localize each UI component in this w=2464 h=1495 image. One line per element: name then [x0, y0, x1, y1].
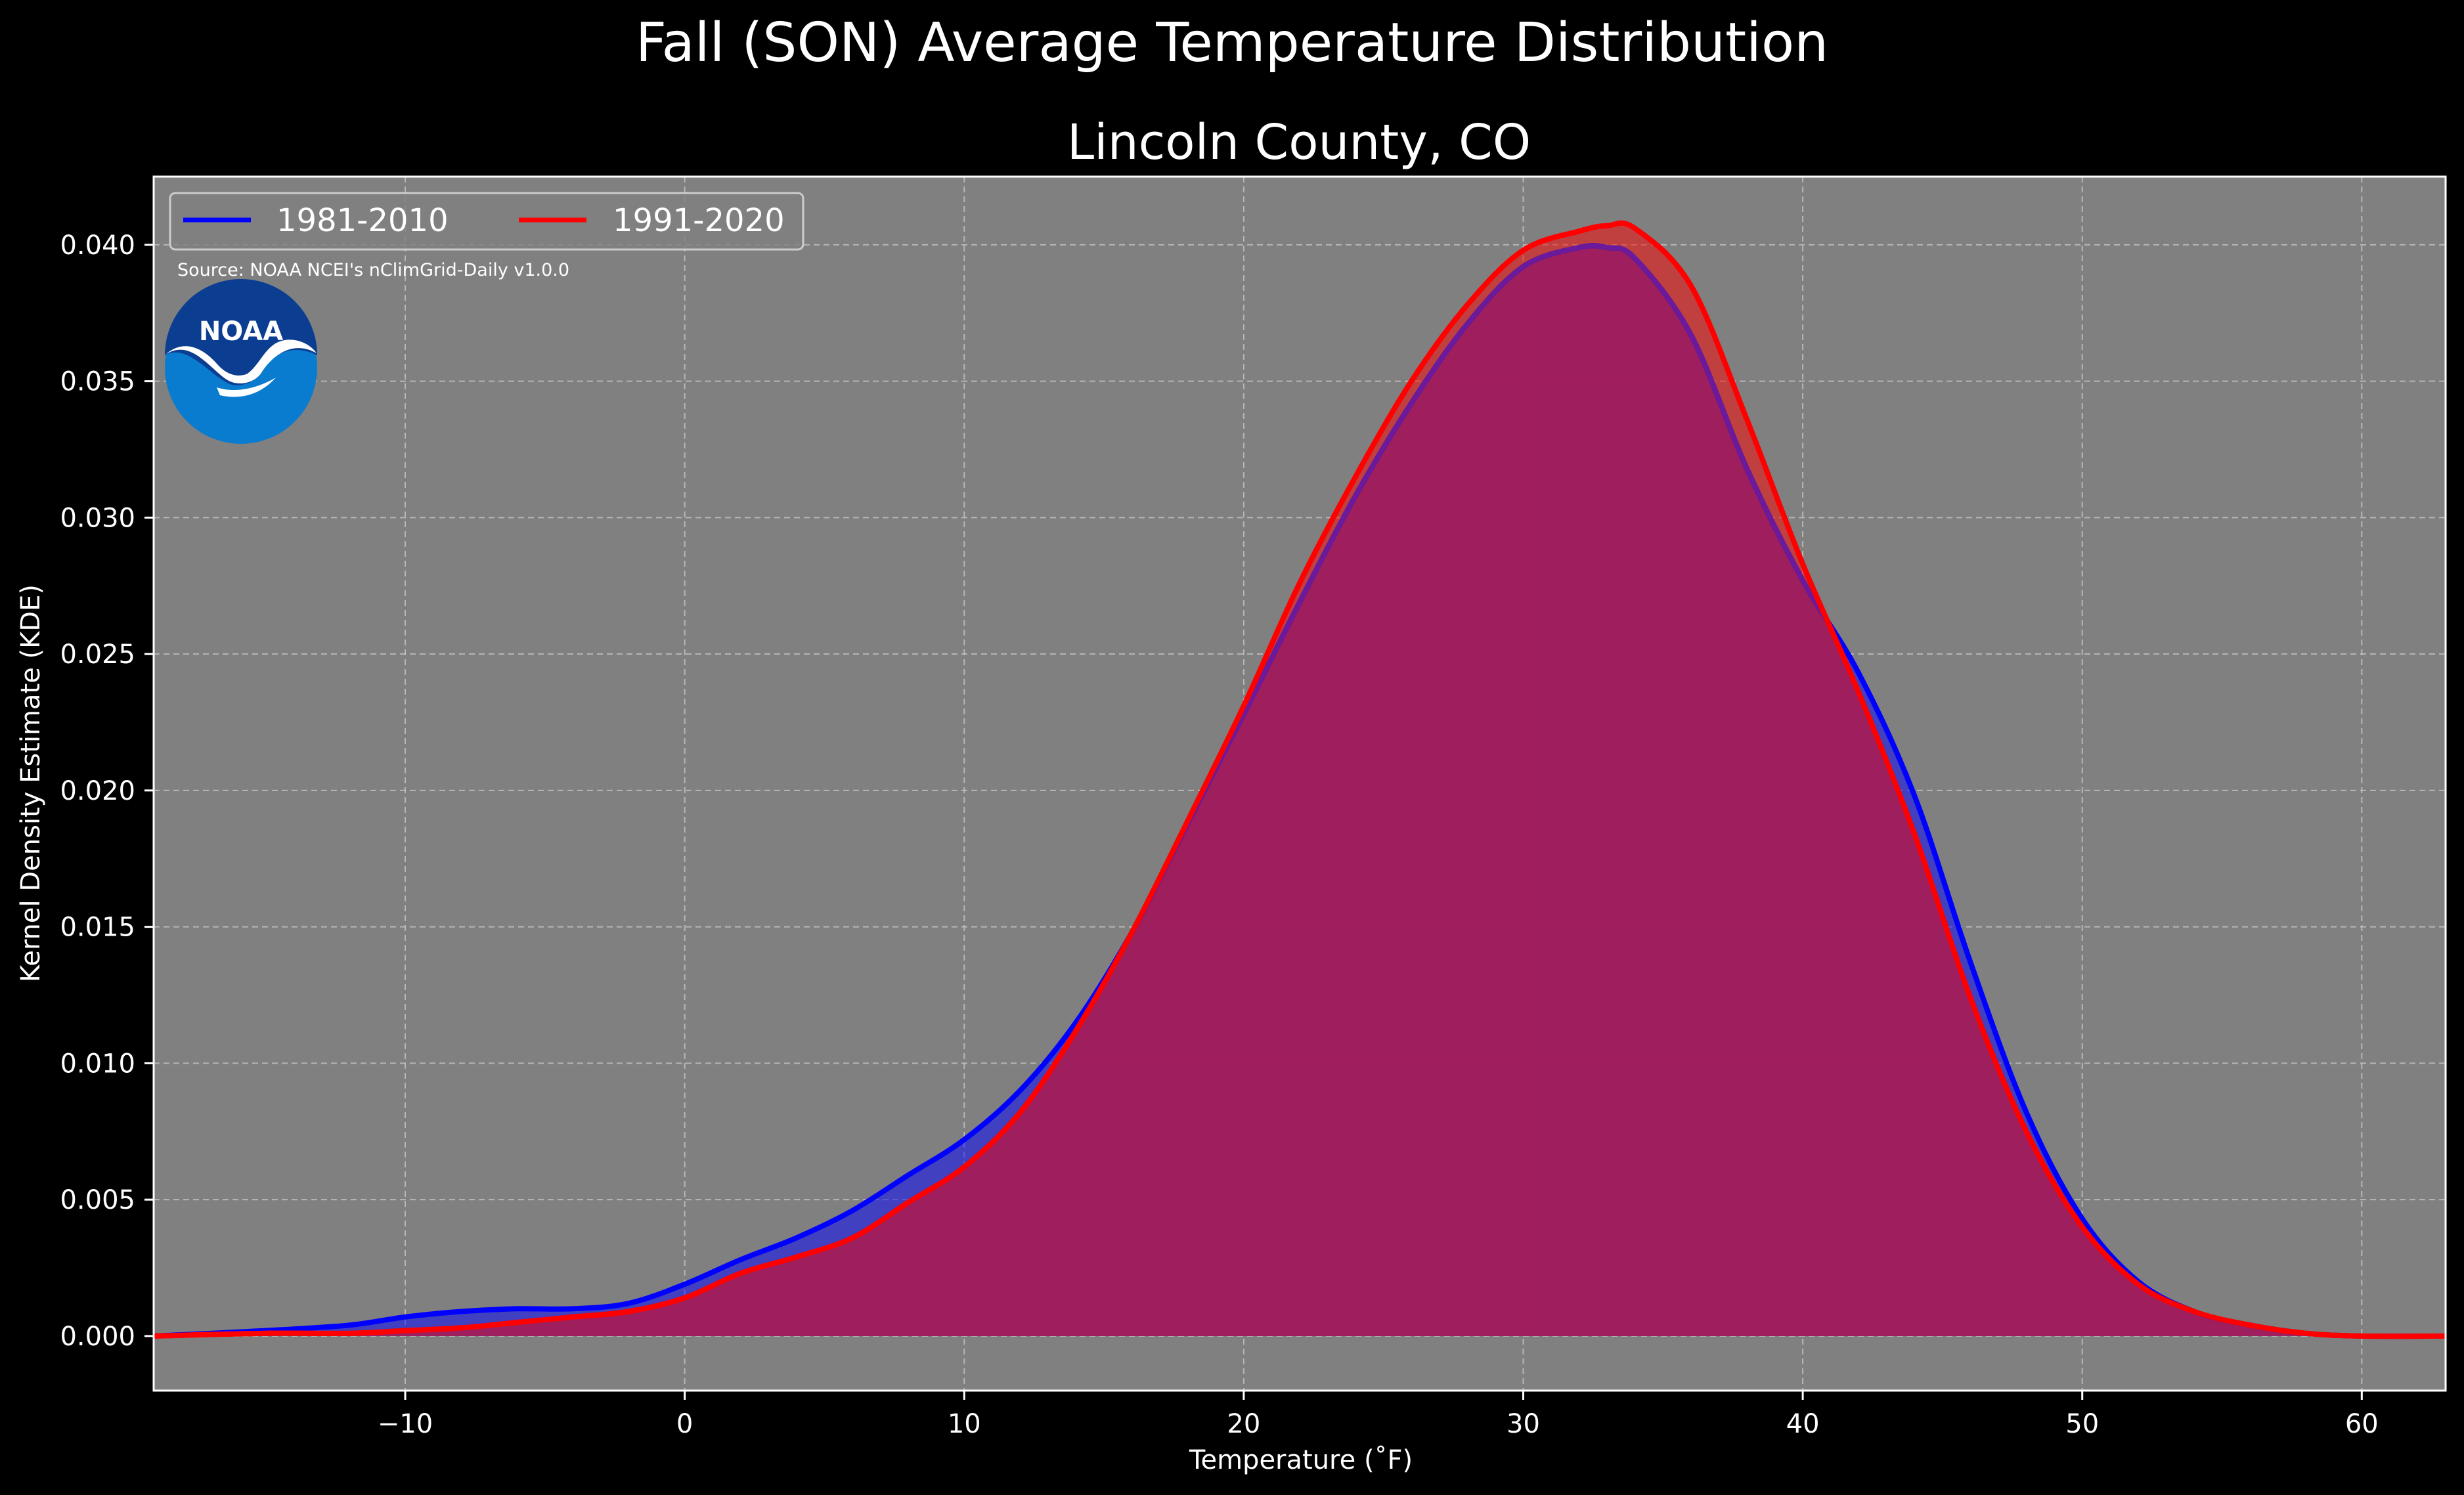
plot-frame: [152, 175, 2447, 1392]
x-tick-label: 10: [948, 1409, 981, 1439]
density-fills: [154, 223, 2446, 1337]
chart-suptitle: Fall (SON) Average Temperature Distribut…: [636, 12, 1828, 74]
line-red-top: [153, 220, 2446, 1339]
legend-box: [169, 192, 804, 251]
source-note: Source: NOAA NCEI's nClimGrid-Daily v1.0…: [177, 260, 569, 280]
y-tick-label: 0.010: [60, 1049, 135, 1079]
chart-subtitle: Lincoln County, CO: [1067, 114, 1531, 171]
y-axis-label: Kernel Density Estimate (KDE): [16, 584, 46, 982]
y-tick-label: 0.000: [60, 1322, 135, 1352]
y-tick-label: 0.005: [60, 1185, 135, 1215]
y-tick-label: 0.035: [60, 367, 135, 397]
legend-label-1991-2020: 1991-2020: [613, 202, 785, 239]
axis-ticks: −10 0 10 20 30 40 50 60 0.000 0.005 0.010 0.015 0.02…: [60, 230, 2378, 1439]
noaa-logo-text: NOAA: [199, 316, 283, 347]
y-tick-label: 0.030: [60, 503, 135, 533]
x-tick-label: 0: [676, 1409, 693, 1439]
x-tick-label: −10: [378, 1409, 433, 1439]
legend: 1981-2010 1991-2020: [169, 192, 804, 251]
x-tick-label: 30: [1507, 1409, 1540, 1439]
y-tick-label: 0.015: [60, 913, 135, 943]
x-axis-label: Temperature (˚F): [1189, 1445, 1413, 1475]
legend-label-1981-2010: 1981-2010: [276, 202, 449, 239]
noaa-logo: NOAA: [165, 279, 317, 444]
x-tick-label: 40: [1786, 1409, 1820, 1439]
x-tick-label: 60: [2345, 1409, 2379, 1439]
x-tick-label: 50: [2065, 1409, 2099, 1439]
y-tick-label: 0.020: [60, 776, 135, 806]
x-tick-label: 20: [1227, 1409, 1260, 1439]
density-lines: [153, 220, 2446, 1339]
y-tick-label: 0.025: [60, 639, 135, 670]
y-tick-label: 0.040: [60, 230, 135, 261]
area-overlap: [154, 246, 2446, 1337]
